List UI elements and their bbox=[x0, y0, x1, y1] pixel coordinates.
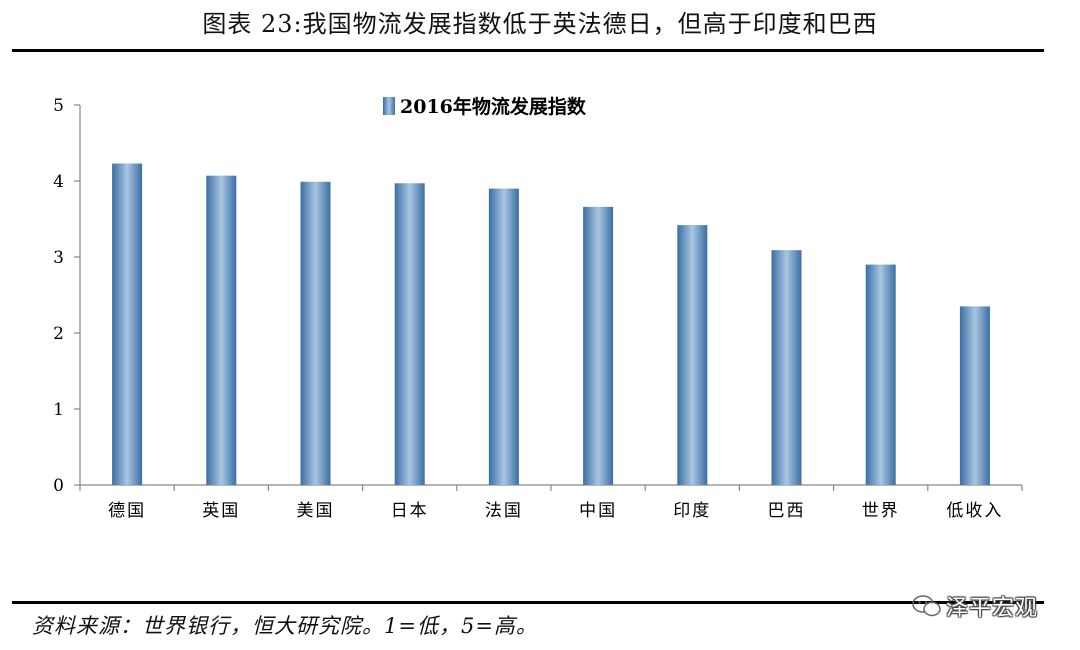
y-tick-label: 2 bbox=[53, 324, 64, 344]
source-note: 资料来源：世界银行，恒大研究院。1=低，5=高。 bbox=[32, 614, 538, 638]
bottom-rule bbox=[12, 601, 1044, 604]
x-category-label: 德国 bbox=[108, 501, 146, 521]
bar bbox=[771, 250, 802, 485]
bar bbox=[865, 264, 896, 485]
bar bbox=[112, 163, 143, 485]
bar bbox=[394, 183, 425, 485]
tick-labels: 0 1 2 3 4 5 德国 英国 美国 日本 法国 中国 印度 巴西 世界 低收入 bbox=[53, 96, 1003, 521]
y-tick-label: 3 bbox=[53, 248, 64, 268]
bars bbox=[112, 163, 990, 485]
x-category-label: 美国 bbox=[297, 501, 335, 521]
bar bbox=[583, 206, 614, 485]
bar bbox=[300, 181, 331, 485]
x-category-label: 印度 bbox=[673, 501, 711, 521]
y-tick-label: 1 bbox=[53, 400, 64, 420]
x-category-label: 巴西 bbox=[768, 501, 806, 521]
x-category-label: 英国 bbox=[202, 501, 240, 521]
bar bbox=[959, 306, 990, 485]
bar-chart: 0 1 2 3 4 5 德国 英国 美国 日本 法国 中国 印度 巴西 世界 低收入 2016年物流发展指数 bbox=[53, 95, 1023, 521]
y-tick-label: 4 bbox=[53, 172, 64, 192]
x-category-label: 世界 bbox=[862, 501, 900, 521]
bar bbox=[488, 188, 519, 485]
wechat-icon bbox=[912, 595, 941, 617]
y-tick-label: 0 bbox=[53, 476, 64, 496]
legend: 2016年物流发展指数 bbox=[383, 95, 587, 118]
x-category-label: 日本 bbox=[391, 501, 429, 521]
legend-swatch bbox=[383, 97, 395, 115]
top-rule bbox=[12, 49, 1044, 52]
watermark: 泽平宏观 bbox=[912, 590, 1038, 622]
legend-label: 2016年物流发展指数 bbox=[400, 95, 587, 118]
y-tick-label: 5 bbox=[53, 96, 64, 116]
bar bbox=[677, 225, 708, 485]
x-category-label: 低收入 bbox=[946, 501, 1003, 521]
x-category-label: 中国 bbox=[579, 501, 617, 521]
bar bbox=[206, 175, 237, 485]
figure-title: 图表 23:我国物流发展指数低于英法德日，但高于印度和巴西 bbox=[202, 10, 878, 38]
watermark-text: 泽平宏观 bbox=[946, 596, 1039, 621]
axes bbox=[74, 104, 1023, 491]
x-category-label: 法国 bbox=[485, 501, 523, 521]
